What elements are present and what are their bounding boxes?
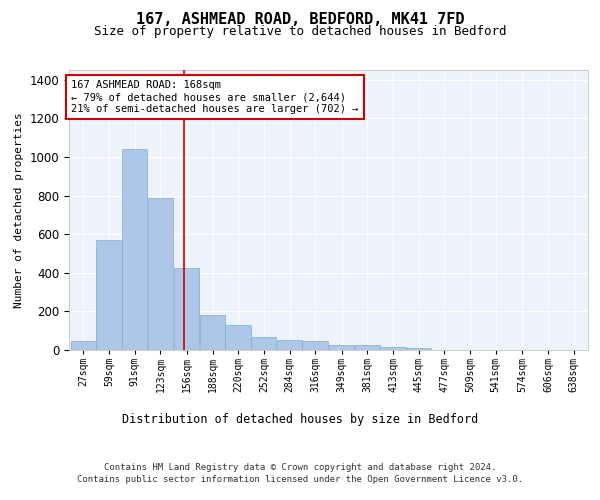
Bar [302, 342, 328, 350]
Bar [406, 348, 431, 350]
Text: Contains public sector information licensed under the Open Government Licence v3: Contains public sector information licen… [77, 475, 523, 484]
Y-axis label: Number of detached properties: Number of detached properties [14, 112, 24, 308]
Text: Size of property relative to detached houses in Bedford: Size of property relative to detached ho… [94, 25, 506, 38]
Bar [96, 240, 122, 350]
Text: 167 ASHMEAD ROAD: 168sqm
← 79% of detached houses are smaller (2,644)
21% of sem: 167 ASHMEAD ROAD: 168sqm ← 79% of detach… [71, 80, 359, 114]
Bar [122, 149, 147, 350]
Bar [174, 268, 199, 350]
Bar [71, 342, 96, 350]
Bar [226, 325, 251, 350]
Text: 167, ASHMEAD ROAD, BEDFORD, MK41 7FD: 167, ASHMEAD ROAD, BEDFORD, MK41 7FD [136, 12, 464, 28]
Bar [148, 198, 173, 350]
Text: Contains HM Land Registry data © Crown copyright and database right 2024.: Contains HM Land Registry data © Crown c… [104, 462, 496, 471]
Bar [380, 346, 406, 350]
Bar [251, 338, 277, 350]
Bar [200, 315, 225, 350]
Bar [277, 340, 302, 350]
Bar [355, 344, 380, 350]
Text: Distribution of detached houses by size in Bedford: Distribution of detached houses by size … [122, 412, 478, 426]
Bar [329, 344, 354, 350]
